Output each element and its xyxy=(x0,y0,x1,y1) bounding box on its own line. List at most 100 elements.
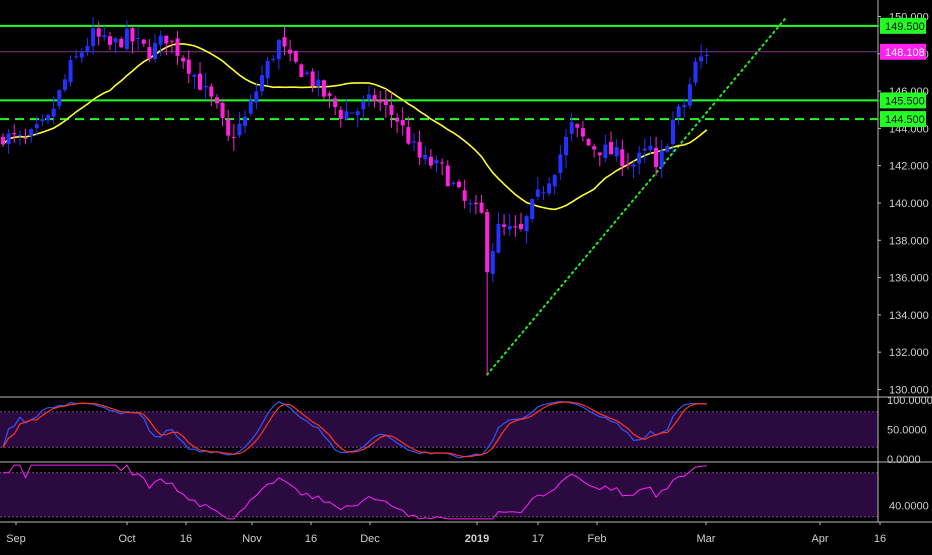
candle xyxy=(575,123,580,138)
candle xyxy=(46,113,51,125)
last-price-badge[interactable] xyxy=(880,43,926,60)
candle-body xyxy=(603,144,608,159)
candle xyxy=(158,30,163,57)
candle-body xyxy=(586,138,591,146)
candle xyxy=(569,112,574,142)
candle-body xyxy=(338,109,343,120)
stochastic-lines xyxy=(2,400,707,459)
candle xyxy=(198,62,203,91)
time-tick-label: Nov xyxy=(242,533,262,545)
time-tick-label: Sep xyxy=(6,533,26,545)
candle xyxy=(411,133,416,151)
candle xyxy=(310,68,315,93)
candle-body xyxy=(271,58,276,60)
candle-body xyxy=(457,181,462,188)
candle-body xyxy=(445,165,450,187)
candle xyxy=(400,107,405,136)
moving-average xyxy=(2,42,708,211)
candle-body xyxy=(293,50,298,62)
stochastic-band xyxy=(0,411,878,448)
candle xyxy=(282,25,287,56)
candle-body xyxy=(361,101,366,110)
candle xyxy=(186,50,191,84)
price-axis[interactable]: 130.000 132.000 134.000 136.000 138.000 140.0… xyxy=(878,12,932,513)
candle xyxy=(395,113,400,133)
candle xyxy=(299,63,304,78)
candle xyxy=(305,70,310,76)
candle-body xyxy=(192,74,197,77)
candle xyxy=(592,143,597,158)
candle xyxy=(417,130,422,165)
candle xyxy=(62,73,67,93)
candle-body xyxy=(378,99,383,103)
time-axis[interactable]: Sep Oct 16 Nov 16 Dec 2019 17 Feb Mar Apr 16 xyxy=(6,522,886,545)
candle-body xyxy=(687,84,692,106)
candle-body xyxy=(372,95,377,102)
candle-body xyxy=(507,225,512,230)
candle-body xyxy=(130,28,135,42)
candle xyxy=(141,39,146,48)
candle-body xyxy=(203,85,208,88)
candle xyxy=(473,195,478,215)
candle xyxy=(406,116,411,145)
time-tick-label: 17 xyxy=(532,533,544,545)
price-tick-label: 134.000 xyxy=(889,310,929,322)
candle xyxy=(648,136,653,155)
candle xyxy=(130,26,135,54)
price-tick-label: 132.000 xyxy=(889,347,929,359)
level-badge[interactable] xyxy=(880,111,926,128)
candle-body xyxy=(699,56,704,62)
candle-body xyxy=(440,162,445,164)
candle-body xyxy=(462,190,467,201)
candle-body xyxy=(259,75,264,92)
candle xyxy=(631,161,636,179)
candle-body xyxy=(389,105,394,115)
price-tick-label: 138.000 xyxy=(889,235,929,247)
panel-separators xyxy=(0,0,932,523)
candle xyxy=(119,36,124,49)
candle xyxy=(40,114,45,126)
candle xyxy=(445,160,450,187)
candle-body xyxy=(96,28,101,37)
candle xyxy=(614,138,619,162)
candle xyxy=(603,134,608,163)
level-badge[interactable] xyxy=(880,17,926,34)
candle-body xyxy=(305,72,310,75)
trendline-line[interactable] xyxy=(486,15,788,376)
candle xyxy=(164,35,169,56)
candle-body xyxy=(580,128,585,137)
last-price-label: 148.108 xyxy=(885,47,925,59)
horizontal-levels[interactable] xyxy=(0,24,878,121)
trendline[interactable] xyxy=(486,15,788,376)
time-tick-label: 16 xyxy=(180,533,192,545)
candle-body xyxy=(102,35,107,38)
candle xyxy=(642,138,647,164)
candle-body xyxy=(473,202,478,205)
candle xyxy=(51,96,56,124)
candle-body xyxy=(693,61,698,83)
candle-body xyxy=(316,79,321,87)
candle xyxy=(513,215,518,237)
candle-body xyxy=(181,57,186,62)
candle xyxy=(203,72,208,100)
level-badge[interactable] xyxy=(880,92,926,109)
candle-body xyxy=(502,224,507,227)
candle xyxy=(243,110,248,134)
candle-body xyxy=(68,59,73,83)
candle xyxy=(147,39,152,63)
rsi-band xyxy=(0,472,878,517)
moving-average-line xyxy=(2,42,708,211)
time-tick-label: Dec xyxy=(360,533,380,545)
candle-body xyxy=(406,127,411,144)
candle xyxy=(434,155,439,173)
candle-body xyxy=(282,37,287,47)
time-tick-label: 16 xyxy=(874,533,886,545)
candle-body xyxy=(79,52,84,58)
candle-body xyxy=(141,39,146,44)
candle-body xyxy=(609,141,614,155)
candle-body xyxy=(614,147,619,157)
candle xyxy=(597,152,602,167)
candle xyxy=(220,98,225,127)
candle-body xyxy=(620,149,625,167)
